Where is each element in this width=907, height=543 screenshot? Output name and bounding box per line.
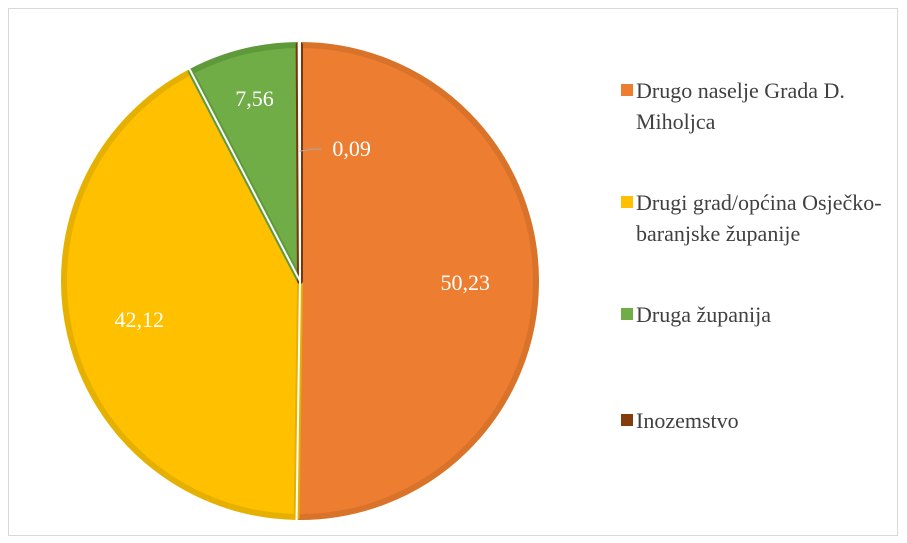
legend-label-druga-zupanija: Druga županija xyxy=(636,302,771,327)
pie-slice-separator xyxy=(297,41,301,282)
chart-area: 50,23 42,12 7,56 0,09 Drugo naselje Grada D… xyxy=(8,8,898,536)
legend-swatch-drugo-naselje xyxy=(621,84,633,96)
data-label-drugo-naselje: 50,23 xyxy=(440,270,490,295)
legend-label-drugo-naselje: Drugo naselje Grada D. Miholjca xyxy=(636,78,845,134)
pie-slice-drugo-naselje xyxy=(293,42,539,520)
data-label-leader-inozemstvo xyxy=(299,148,322,152)
data-label-inozemstvo: 0,09 xyxy=(332,136,371,161)
legend-swatch-drugi-grad xyxy=(621,196,633,208)
data-label-drugi-grad: 42,12 xyxy=(115,307,165,332)
legend-item-drugi-grad: Drugi grad/općina Osječko-baranjske župa… xyxy=(621,187,886,249)
legend-swatch-inozemstvo xyxy=(621,414,633,426)
legend-item-inozemstvo: Inozemstvo xyxy=(621,405,886,436)
data-label-druga-zupanija: 7,56 xyxy=(235,86,274,111)
legend-label-inozemstvo: Inozemstvo xyxy=(636,408,739,433)
legend-item-drugo-naselje: Drugo naselje Grada D. Miholjca xyxy=(621,75,886,137)
legend-swatch-druga-zupanija xyxy=(621,308,633,320)
legend-item-druga-zupanija: Druga županija xyxy=(621,299,886,330)
pie-slice-separator xyxy=(188,68,301,282)
pie-slice-separator xyxy=(295,280,301,520)
pie-slice-drugi-grad xyxy=(61,68,303,520)
legend-label-drugi-grad: Drugi grad/općina Osječko-baranjske župa… xyxy=(636,190,882,246)
pie-chart: 50,23 42,12 7,56 0,09 xyxy=(61,41,539,520)
